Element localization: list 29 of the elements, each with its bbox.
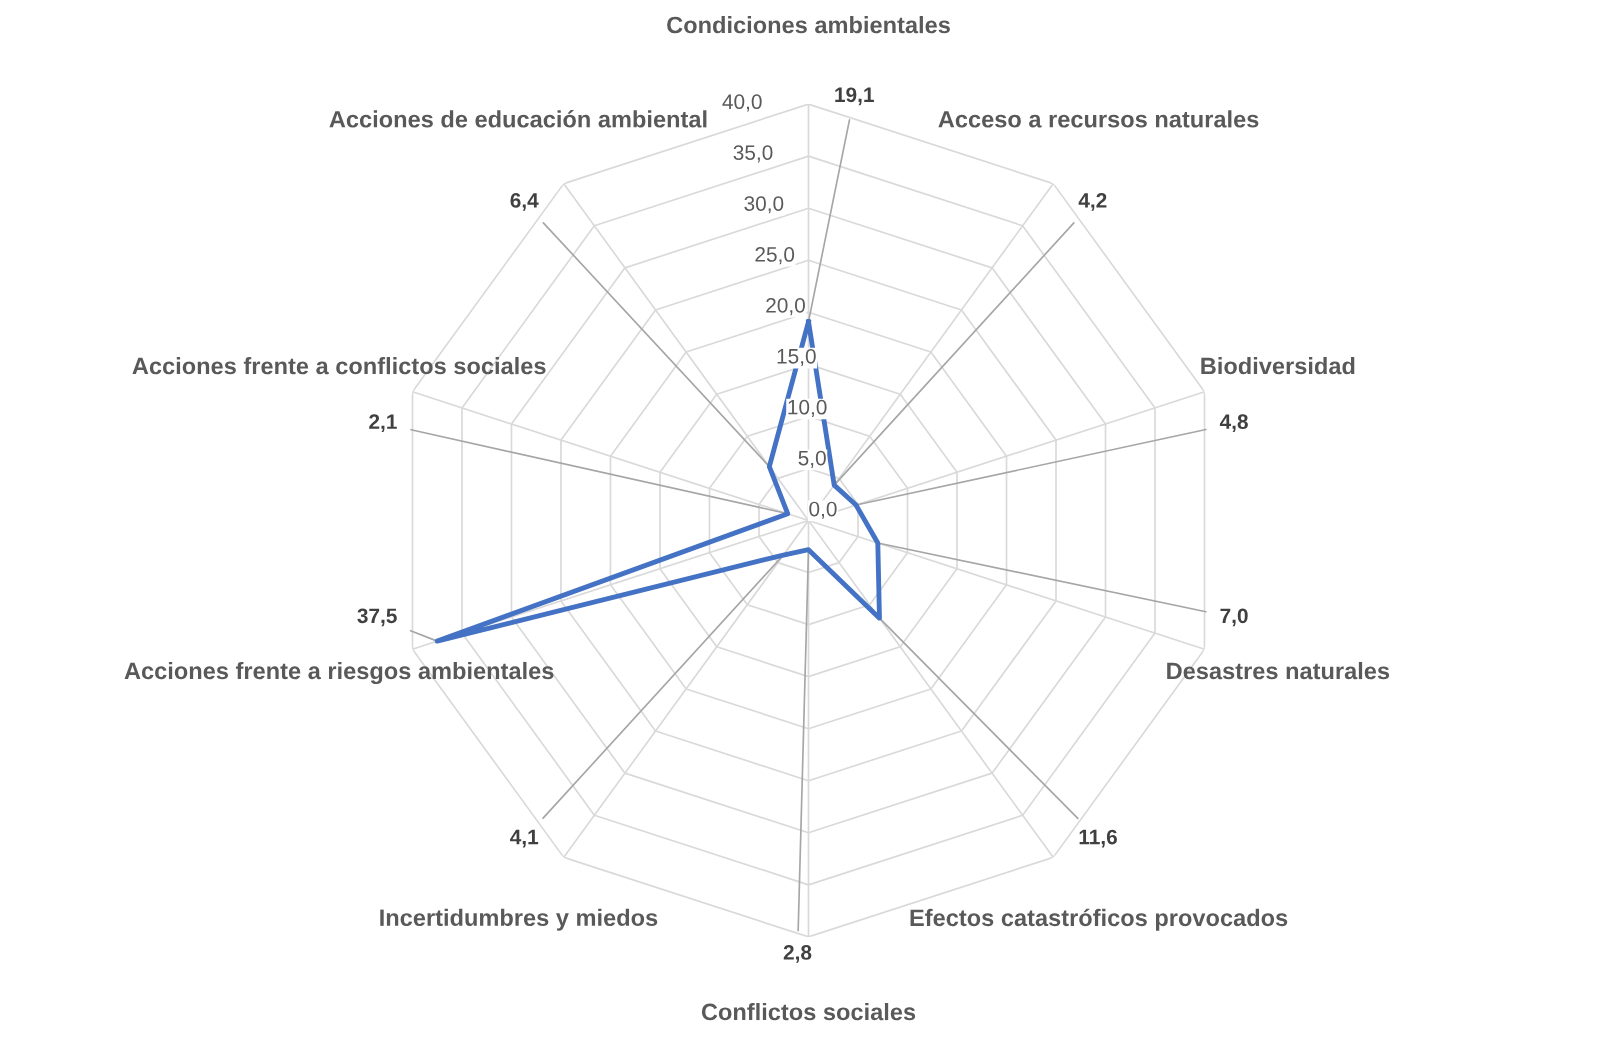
data-label: 2,1 [369,414,397,433]
spoke-label: Condiciones ambientales [667,16,950,34]
spoke-label: Desastres naturales [1167,661,1390,680]
spoke-label: Acciones de educación ambiental [329,110,707,128]
y-tick-label: 15,0 [777,348,816,367]
y-tick-label: 0,0 [809,501,837,519]
y-tick-label: 40,0 [722,94,762,112]
y-tick-label: 10,0 [788,399,827,418]
data-label: 11,6 [1079,829,1117,848]
y-tick-label: 5,0 [798,450,826,468]
data-label: 6,4 [510,193,539,211]
data-label: 37,5 [357,608,397,627]
data-label: 2,8 [783,945,812,963]
y-tick-label: 20,0 [766,297,805,316]
spoke-label: Conflictos sociales [701,1002,916,1021]
y-tick-label: 30,0 [744,196,784,214]
data-label: 4,2 [1078,193,1107,211]
spoke-label: Acceso a recursos naturales [938,110,1259,128]
y-tick-label: 25,0 [755,247,795,265]
data-label: 4,8 [1219,414,1248,433]
spoke-label: Acciones frente a conflictos sociales [132,357,546,375]
spoke-label: Biodiversidad [1201,357,1355,375]
spoke-label: Efectos catastróficos provocados [910,908,1288,931]
data-label: 4,1 [510,829,539,848]
data-label: 7,0 [1220,608,1248,627]
y-tick-label: 35,0 [733,145,773,163]
data-label: 19,1 [835,87,874,106]
spoke-label: Acciones frente a riesgos ambientales [124,661,554,685]
spoke-label: Incertidumbres y miedos [380,908,658,931]
